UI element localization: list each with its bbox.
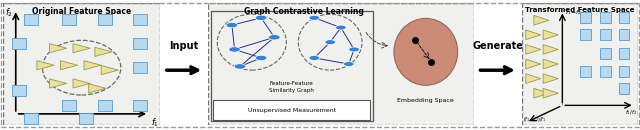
Polygon shape <box>89 84 106 93</box>
Bar <box>24 14 38 25</box>
Text: Embedding Space: Embedding Space <box>397 98 454 103</box>
Polygon shape <box>543 74 558 83</box>
Polygon shape <box>95 47 112 56</box>
Bar <box>24 113 38 124</box>
Bar <box>619 12 629 23</box>
Polygon shape <box>37 61 54 70</box>
Bar <box>62 14 76 25</box>
Text: $(f_1\!+\!f_2)/f_1$: $(f_1\!+\!f_2)/f_1$ <box>523 115 547 124</box>
Polygon shape <box>543 30 558 40</box>
Bar <box>12 38 26 49</box>
Polygon shape <box>534 88 549 98</box>
Text: Similarity Graph: Similarity Graph <box>269 88 314 93</box>
Circle shape <box>309 15 319 20</box>
Polygon shape <box>525 30 541 40</box>
FancyBboxPatch shape <box>3 3 160 125</box>
FancyBboxPatch shape <box>522 3 638 125</box>
Bar <box>580 12 591 23</box>
Bar <box>98 14 112 25</box>
Circle shape <box>255 15 267 21</box>
Text: Generate: Generate <box>472 41 523 51</box>
Text: $f_2$: $f_2$ <box>4 7 13 19</box>
Bar <box>580 66 591 77</box>
Polygon shape <box>73 79 90 88</box>
Bar <box>580 29 591 40</box>
Polygon shape <box>60 61 77 70</box>
Polygon shape <box>73 44 90 53</box>
Circle shape <box>309 56 319 60</box>
Bar <box>132 100 147 111</box>
Text: Unsupervised Measurement: Unsupervised Measurement <box>248 108 336 113</box>
Polygon shape <box>543 88 558 98</box>
Ellipse shape <box>394 18 458 85</box>
Polygon shape <box>543 45 558 54</box>
Bar <box>619 83 629 94</box>
Bar <box>132 38 147 49</box>
Bar <box>600 29 611 40</box>
Text: Graph Contrastive Learning: Graph Contrastive Learning <box>244 7 364 16</box>
Bar <box>619 48 629 58</box>
Text: Original Feature Space: Original Feature Space <box>32 7 131 16</box>
Circle shape <box>234 64 246 69</box>
Polygon shape <box>534 15 549 25</box>
Polygon shape <box>525 59 541 69</box>
Text: $f_1\!-\!f_2$: $f_1\!-\!f_2$ <box>564 8 582 17</box>
Polygon shape <box>101 66 118 75</box>
Circle shape <box>344 62 354 66</box>
Bar <box>79 113 93 124</box>
Circle shape <box>255 55 267 61</box>
Text: Input: Input <box>170 41 198 51</box>
Text: $f_1$: $f_1$ <box>150 116 159 129</box>
Polygon shape <box>84 61 101 70</box>
Circle shape <box>325 40 335 45</box>
Text: Transformed Feature Space: Transformed Feature Space <box>525 7 635 13</box>
Polygon shape <box>543 59 558 69</box>
Bar <box>619 29 629 40</box>
Bar <box>12 85 26 96</box>
Bar <box>62 100 76 111</box>
Circle shape <box>269 35 280 40</box>
Polygon shape <box>49 79 67 88</box>
Bar <box>619 66 629 77</box>
Text: $f_1/f_2$: $f_1/f_2$ <box>625 108 637 117</box>
Circle shape <box>228 47 241 52</box>
Bar <box>132 14 147 25</box>
FancyBboxPatch shape <box>213 100 370 120</box>
Polygon shape <box>525 45 541 54</box>
Circle shape <box>349 47 360 52</box>
Bar <box>132 62 147 73</box>
Bar <box>600 12 611 23</box>
FancyBboxPatch shape <box>208 3 474 125</box>
Bar <box>600 66 611 77</box>
Bar <box>600 48 611 58</box>
Bar <box>98 100 112 111</box>
Circle shape <box>226 22 237 28</box>
Polygon shape <box>525 74 541 83</box>
Text: Feature-Feature: Feature-Feature <box>270 81 314 86</box>
Polygon shape <box>49 44 67 53</box>
Circle shape <box>335 25 346 30</box>
